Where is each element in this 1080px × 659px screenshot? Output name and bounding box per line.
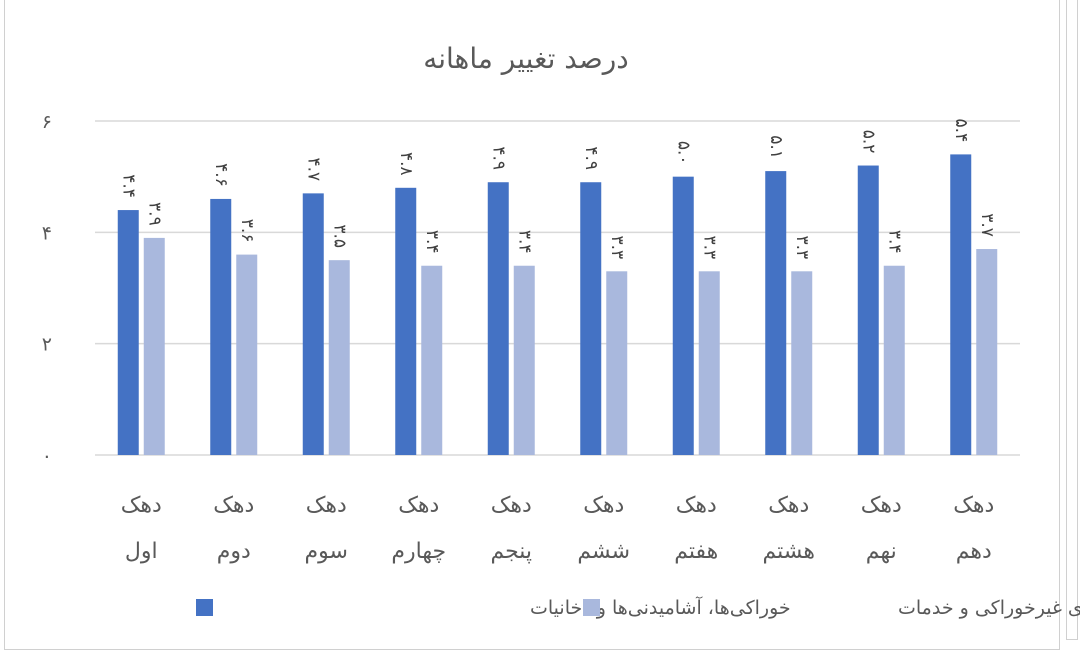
bar-food — [857, 165, 879, 456]
x-tick-label: هفتم — [674, 539, 718, 564]
bar-nonfood — [328, 260, 350, 455]
x-tick-label: دهک — [953, 493, 994, 518]
data-label-nonfood: ۳.۶ — [237, 219, 257, 243]
bar-nonfood — [791, 271, 813, 455]
x-tick-label: دهک — [583, 493, 624, 518]
x-tick-label: ششم — [577, 539, 630, 564]
bar-food — [950, 154, 972, 455]
x-tick-label: دهک — [121, 493, 162, 518]
data-label-food: ۴.۸ — [396, 152, 416, 176]
bar-nonfood — [236, 254, 258, 455]
y-tick-label: ۲ — [42, 334, 52, 356]
gridlines — [95, 120, 1020, 456]
data-label-nonfood: ۳.۵ — [329, 224, 349, 248]
x-tick-label: دهک — [768, 493, 809, 518]
x-tick-label: اول — [125, 539, 158, 564]
x-tick-label: دهم — [956, 539, 992, 564]
x-tick-label: دهک — [398, 493, 439, 518]
legend-swatch-food — [196, 599, 213, 616]
x-axis-labels: دهک اول دهک دوم دهک سوم دهک چهارم دهک پنجم دهک ششم د… — [121, 493, 995, 564]
chart-title: درصد تغییر ماهانه — [423, 42, 629, 75]
bar-food — [395, 187, 417, 456]
data-label-nonfood: ۳.۳ — [699, 235, 719, 259]
bar-nonfood — [513, 265, 535, 455]
y-tick-label: ۶ — [42, 111, 52, 133]
bar-nonfood — [421, 265, 443, 455]
x-tick-label: دهک — [491, 493, 532, 518]
x-tick-label: نهم — [866, 539, 897, 564]
data-label-nonfood: ۳.۹ — [144, 202, 164, 226]
legend-label-food: خوراکی‌ها، آشامیدنی‌ها و دخانیات — [530, 595, 791, 619]
data-label-nonfood: ۳.۴ — [422, 230, 442, 254]
data-label-nonfood: ۳.۴ — [514, 230, 534, 254]
legend-label-nonfood: کالاهای غیرخوراکی و خدمات — [898, 597, 1080, 619]
data-label-food: ۴.۶ — [211, 163, 231, 187]
legend: خوراکی‌ها، آشامیدنی‌ها و دخانیات کالاهای… — [196, 595, 1080, 619]
data-label-food: ۵.۰ — [673, 141, 693, 165]
bar-nonfood — [143, 237, 165, 455]
data-label-nonfood: ۳.۳ — [792, 235, 812, 259]
x-tick-label: هشتم — [762, 539, 815, 564]
bar-nonfood — [883, 265, 905, 455]
legend-item-food: خوراکی‌ها، آشامیدنی‌ها و دخانیات — [196, 595, 791, 619]
data-label-food: ۴.۹ — [488, 146, 508, 170]
data-label-food: ۴.۷ — [303, 158, 323, 182]
bar-food — [765, 171, 787, 455]
bar-food — [117, 210, 139, 455]
data-label-food: ۴.۴ — [118, 174, 138, 198]
bar-food — [302, 193, 324, 455]
y-tick-label: ۴ — [42, 222, 52, 244]
data-label-food: ۴.۹ — [581, 146, 601, 170]
x-tick-label: دوم — [217, 539, 251, 564]
bar-food — [672, 176, 694, 455]
adjacent-panel-edge — [1066, 0, 1078, 640]
data-label-nonfood: ۳.۷ — [977, 213, 997, 237]
x-tick-label: پنجم — [490, 539, 532, 564]
data-label-food: ۵.۱ — [766, 135, 786, 159]
x-tick-label: دهک — [306, 493, 347, 518]
bar-nonfood — [606, 271, 628, 455]
legend-item-nonfood: کالاهای غیرخوراکی و خدمات — [583, 597, 1080, 619]
data-label-food: ۵.۲ — [858, 130, 878, 154]
bar-food — [487, 182, 509, 455]
bar-nonfood — [976, 249, 998, 455]
x-tick-label: دهک — [676, 493, 717, 518]
x-tick-label: چهارم — [391, 539, 446, 564]
y-tick-label: ۰ — [42, 445, 52, 467]
bar-nonfood — [698, 271, 720, 455]
bar-food — [210, 198, 232, 455]
x-tick-label: دهک — [861, 493, 902, 518]
bar-food — [580, 182, 602, 455]
x-tick-label: سوم — [305, 539, 348, 564]
legend-swatch-nonfood — [583, 599, 600, 616]
data-label-nonfood: ۳.۴ — [884, 230, 904, 254]
data-label-food: ۵.۴ — [951, 119, 971, 143]
bars — [117, 154, 998, 456]
y-axis-ticks: ۰ ۲ ۴ ۶ — [42, 111, 52, 467]
data-label-nonfood: ۳.۳ — [607, 235, 627, 259]
x-tick-label: دهک — [213, 493, 254, 518]
data-labels: ۴.۴ ۳.۹ ۴.۶ ۳.۶ ۴.۷ ۳.۵ ۴.۸ ۳.۴ ۴.۹ ۳.۴ ۴.۹ ۳.۳ ۵.۰ ۳… — [118, 119, 997, 260]
